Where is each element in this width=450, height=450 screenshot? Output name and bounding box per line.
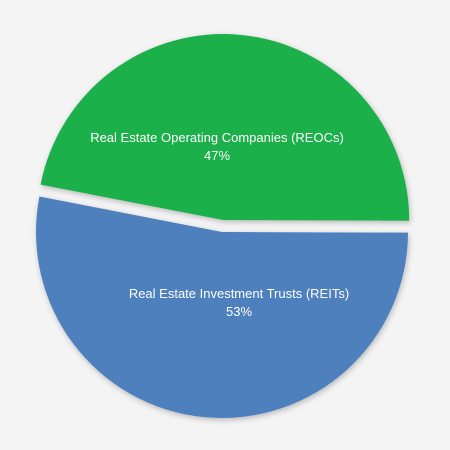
slice-label-reits: Real Estate Investment Trusts (REITs): [129, 286, 349, 301]
pie-slice-reits: [35, 196, 408, 419]
pie-slice-reocs: [40, 34, 410, 221]
slice-label-reocs: Real Estate Operating Companies (REOCs): [90, 130, 344, 145]
slice-value-label-reits: 53%: [226, 304, 252, 319]
slice-value-label-reocs: 47%: [204, 148, 230, 163]
